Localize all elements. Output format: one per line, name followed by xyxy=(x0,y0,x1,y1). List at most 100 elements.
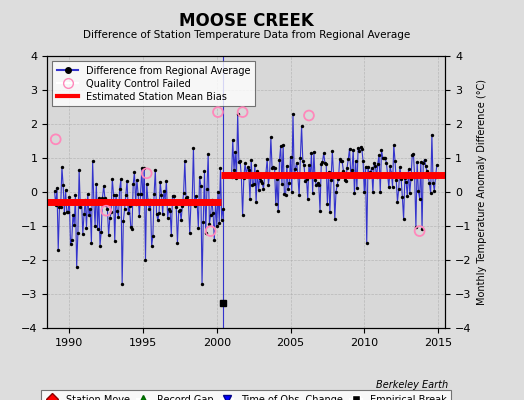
Point xyxy=(309,190,317,196)
Point xyxy=(341,177,349,183)
Point xyxy=(264,182,272,188)
Point xyxy=(392,177,400,184)
Point xyxy=(384,172,392,178)
Point xyxy=(419,160,428,166)
Point xyxy=(179,190,188,196)
Point xyxy=(316,207,324,214)
Point xyxy=(294,174,302,180)
Point xyxy=(217,216,226,223)
Point xyxy=(418,226,426,232)
Point xyxy=(181,157,189,164)
Point xyxy=(343,164,351,171)
Point xyxy=(241,160,249,166)
Point xyxy=(144,197,152,204)
Point xyxy=(380,155,388,161)
Point xyxy=(154,217,162,223)
Point xyxy=(286,153,294,160)
Point xyxy=(101,195,109,202)
Point xyxy=(311,177,319,184)
Point xyxy=(141,257,150,263)
Point xyxy=(70,221,79,228)
Point xyxy=(425,180,434,186)
Point xyxy=(86,206,94,212)
Point xyxy=(363,240,371,246)
Point xyxy=(51,136,60,142)
Point xyxy=(127,224,135,230)
Point xyxy=(214,109,222,115)
Point xyxy=(55,204,63,210)
Point xyxy=(254,186,263,193)
Point xyxy=(322,161,330,167)
Point xyxy=(382,160,390,166)
Point xyxy=(369,189,377,196)
Point xyxy=(277,143,285,149)
Point xyxy=(119,218,127,224)
Point xyxy=(238,109,247,115)
Point xyxy=(134,191,143,198)
Point xyxy=(321,160,329,166)
Point xyxy=(376,189,385,196)
Point xyxy=(292,159,301,166)
Point xyxy=(354,145,362,151)
Point xyxy=(232,174,241,181)
Point xyxy=(81,196,90,203)
Point xyxy=(61,187,70,194)
Point xyxy=(145,206,154,212)
Point xyxy=(89,158,97,164)
Point xyxy=(302,176,311,182)
Point xyxy=(60,209,69,216)
Point xyxy=(111,238,119,244)
Point xyxy=(295,192,303,198)
Point xyxy=(132,200,140,207)
Point xyxy=(96,242,104,249)
Point xyxy=(335,156,344,162)
Point xyxy=(274,208,282,214)
Point xyxy=(352,158,360,164)
Point xyxy=(123,178,131,184)
Point xyxy=(214,188,222,195)
Point xyxy=(228,137,237,143)
Point xyxy=(167,231,176,238)
Point xyxy=(256,175,264,181)
Point xyxy=(231,149,239,156)
Point xyxy=(194,225,203,231)
Point xyxy=(199,219,208,226)
Point xyxy=(431,173,440,180)
Point xyxy=(161,197,169,203)
Point xyxy=(172,204,180,210)
Point xyxy=(252,199,260,205)
Point xyxy=(185,230,194,236)
Point xyxy=(317,161,325,167)
Point xyxy=(162,178,171,184)
Point xyxy=(242,172,250,178)
Point xyxy=(54,246,62,253)
Point xyxy=(403,193,411,199)
Point xyxy=(395,186,403,192)
Point xyxy=(396,164,404,170)
Point xyxy=(250,162,259,168)
Point xyxy=(291,165,300,172)
Point xyxy=(213,222,221,229)
Point xyxy=(388,184,397,190)
Point xyxy=(320,150,328,156)
Point xyxy=(413,159,421,165)
Point xyxy=(53,185,61,191)
Point xyxy=(108,176,116,182)
Point xyxy=(239,175,248,181)
Point xyxy=(176,206,184,213)
Point xyxy=(353,185,361,192)
Point xyxy=(58,164,66,170)
Point xyxy=(299,158,307,164)
Point xyxy=(91,222,99,229)
Point xyxy=(349,146,357,153)
Point xyxy=(378,154,387,161)
Point xyxy=(285,180,293,187)
Point xyxy=(423,168,431,175)
Point xyxy=(75,167,83,173)
Point xyxy=(143,170,151,176)
Point xyxy=(192,192,200,199)
Point xyxy=(235,159,243,165)
Point xyxy=(314,182,323,188)
Point xyxy=(152,210,161,217)
Point xyxy=(215,219,223,226)
